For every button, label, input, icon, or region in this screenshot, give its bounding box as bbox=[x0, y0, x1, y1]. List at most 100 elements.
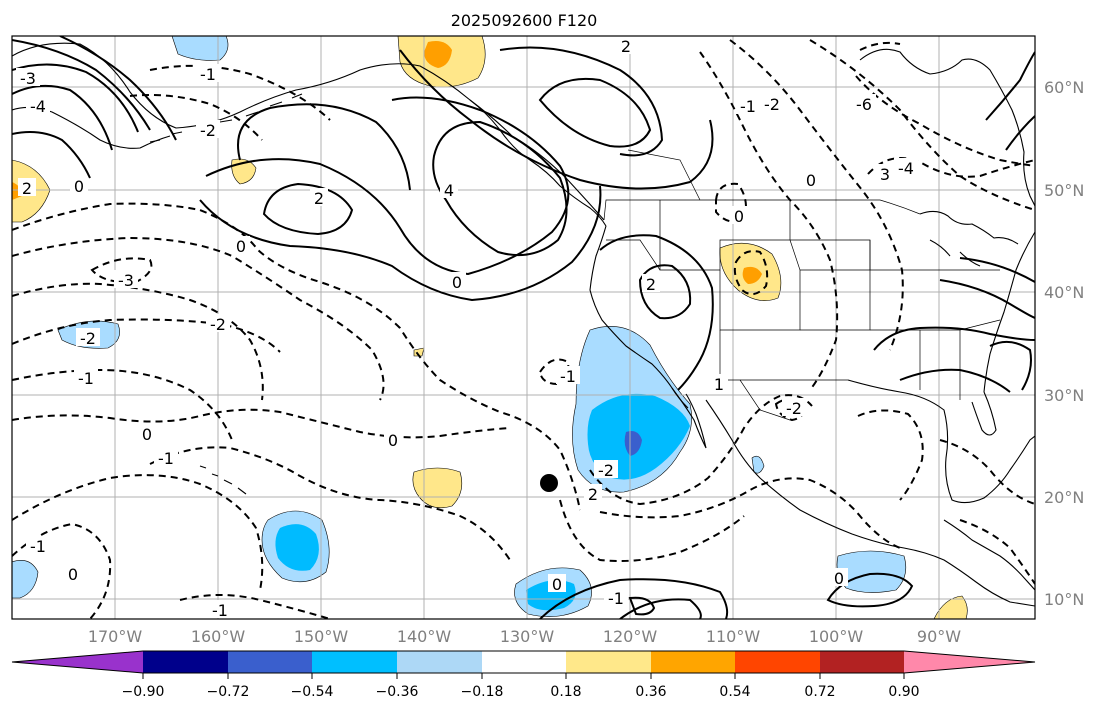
contour-dashed bbox=[90, 257, 153, 284]
contour-label: 2 bbox=[314, 189, 324, 208]
shade-neg-light bbox=[171, 36, 229, 61]
contour-label: -1 bbox=[608, 589, 624, 608]
contour-label: -3 bbox=[118, 271, 134, 290]
colorbar-tick-label: 0.72 bbox=[804, 684, 835, 700]
canada-coast bbox=[469, 99, 607, 227]
latitude-labels: 60°N 50°N 40°N 30°N 20°N 10°N bbox=[1044, 78, 1084, 609]
contour-dashed bbox=[559, 499, 745, 562]
map-title: 2025092600 F120 bbox=[451, 11, 598, 30]
contour-dashed bbox=[12, 408, 511, 439]
contour-label: 0 bbox=[734, 207, 744, 226]
contour-label: 0 bbox=[236, 237, 246, 256]
lat-label: 40°N bbox=[1044, 283, 1084, 302]
east-coast bbox=[983, 231, 1035, 393]
contour-label: -1 bbox=[200, 65, 216, 84]
colorbar-segment-2 bbox=[228, 651, 312, 673]
contour-label: 0 bbox=[806, 171, 816, 190]
contour-dashed bbox=[857, 409, 924, 501]
contour-dashed bbox=[809, 39, 1035, 211]
lon-label: 100°W bbox=[809, 627, 864, 646]
contour-dashed bbox=[599, 477, 901, 549]
contour-label: -6 bbox=[856, 95, 872, 114]
shade-neg-strong bbox=[624, 431, 642, 456]
lon-label: 130°W bbox=[500, 627, 555, 646]
contour-dashed bbox=[538, 358, 570, 386]
contour-solid bbox=[638, 264, 692, 320]
political-borders bbox=[603, 149, 1001, 421]
lon-label: 170°W bbox=[88, 627, 143, 646]
contour-dashed bbox=[939, 439, 1035, 505]
contour-label: -1 bbox=[740, 97, 756, 116]
colorbar-tick-label: −0.90 bbox=[122, 684, 165, 700]
map-area: 2 2 4 2 0 -3 -2 -2 -1 0 0 -1 0 -1 -3 -4 … bbox=[12, 36, 1035, 620]
colorbar-segment-3 bbox=[312, 651, 397, 673]
contour-lines bbox=[12, 36, 1035, 619]
contour-label: 0 bbox=[388, 431, 398, 450]
contour-solid bbox=[205, 96, 570, 276]
contour-solid bbox=[237, 103, 411, 191]
contour-dashed bbox=[12, 282, 264, 401]
shade-pos-mid bbox=[742, 266, 762, 284]
contour-label: 2 bbox=[646, 275, 656, 294]
lat-label: 10°N bbox=[1044, 590, 1084, 609]
contour-label: 3 bbox=[880, 165, 890, 184]
gulf-coast bbox=[847, 379, 1035, 504]
contour-solid bbox=[12, 131, 91, 179]
contour-dashed bbox=[715, 182, 747, 223]
colorbar-tick-label: 0.18 bbox=[550, 684, 581, 700]
contour-label: -2 bbox=[210, 315, 226, 334]
mexico-coast bbox=[705, 399, 1035, 607]
colorbar: −0.90 −0.72 −0.54 −0.36 −0.18 0.18 0.36 … bbox=[11, 650, 1036, 700]
contour-label: -1 bbox=[30, 537, 46, 556]
contour-solid bbox=[199, 185, 602, 302]
lat-label: 20°N bbox=[1044, 488, 1084, 507]
contour-label: -2 bbox=[786, 399, 802, 418]
contour-solid bbox=[12, 36, 177, 141]
contour-label: -2 bbox=[764, 95, 780, 114]
colorbar-segment-4 bbox=[397, 651, 482, 673]
contour-dashed bbox=[149, 446, 511, 561]
shade-neg-mid bbox=[275, 524, 319, 571]
contour-label: 0 bbox=[834, 569, 844, 588]
shade-pos-light bbox=[412, 467, 463, 509]
lon-label: 90°W bbox=[917, 627, 961, 646]
contour-label: 4 bbox=[444, 181, 454, 200]
lon-label: 140°W bbox=[397, 627, 452, 646]
contour-label: -1 bbox=[158, 449, 174, 468]
contour-label: -1 bbox=[78, 369, 94, 388]
colorbar-tick-label: −0.18 bbox=[461, 684, 504, 700]
colorbar-segment-6 bbox=[566, 651, 651, 673]
contour-dashed bbox=[12, 318, 281, 353]
lat-label: 60°N bbox=[1044, 78, 1084, 97]
contour-label: 0 bbox=[452, 273, 462, 292]
florida bbox=[971, 391, 997, 436]
contour-solid bbox=[499, 46, 664, 157]
lat-label: 30°N bbox=[1044, 386, 1084, 405]
contour-dashed bbox=[733, 250, 769, 296]
shade-neg-light bbox=[12, 560, 39, 599]
colorbar-segment-8 bbox=[735, 651, 820, 673]
colorbar-tick-label: 0.54 bbox=[719, 684, 750, 700]
contour-solid bbox=[538, 77, 652, 148]
central-america bbox=[943, 519, 1035, 591]
contour-dashed bbox=[12, 522, 112, 619]
contour-label: -2 bbox=[598, 461, 614, 480]
colorbar-segment-0 bbox=[12, 651, 143, 673]
colorbar-tick-label: −0.54 bbox=[291, 684, 334, 700]
contour-label: 2 bbox=[22, 179, 32, 198]
contour-label: -3 bbox=[20, 69, 36, 88]
colorbar-segment-7 bbox=[651, 651, 735, 673]
lon-label: 150°W bbox=[294, 627, 349, 646]
colorbar-tick-label: −0.36 bbox=[376, 684, 419, 700]
hawaii-islands bbox=[199, 465, 247, 495]
contour-solid bbox=[262, 182, 354, 236]
lon-label: 120°W bbox=[603, 627, 658, 646]
contour-label: -1 bbox=[212, 601, 228, 620]
contour-label: 2 bbox=[621, 37, 631, 56]
contour-solid bbox=[432, 120, 568, 257]
contour-label: 0 bbox=[142, 425, 152, 444]
colorbar-segment-9 bbox=[820, 651, 904, 673]
colorbar-tick-label: 0.36 bbox=[635, 684, 666, 700]
hudson-bay-coast bbox=[859, 48, 1035, 207]
contour-dashed bbox=[855, 41, 1035, 167]
